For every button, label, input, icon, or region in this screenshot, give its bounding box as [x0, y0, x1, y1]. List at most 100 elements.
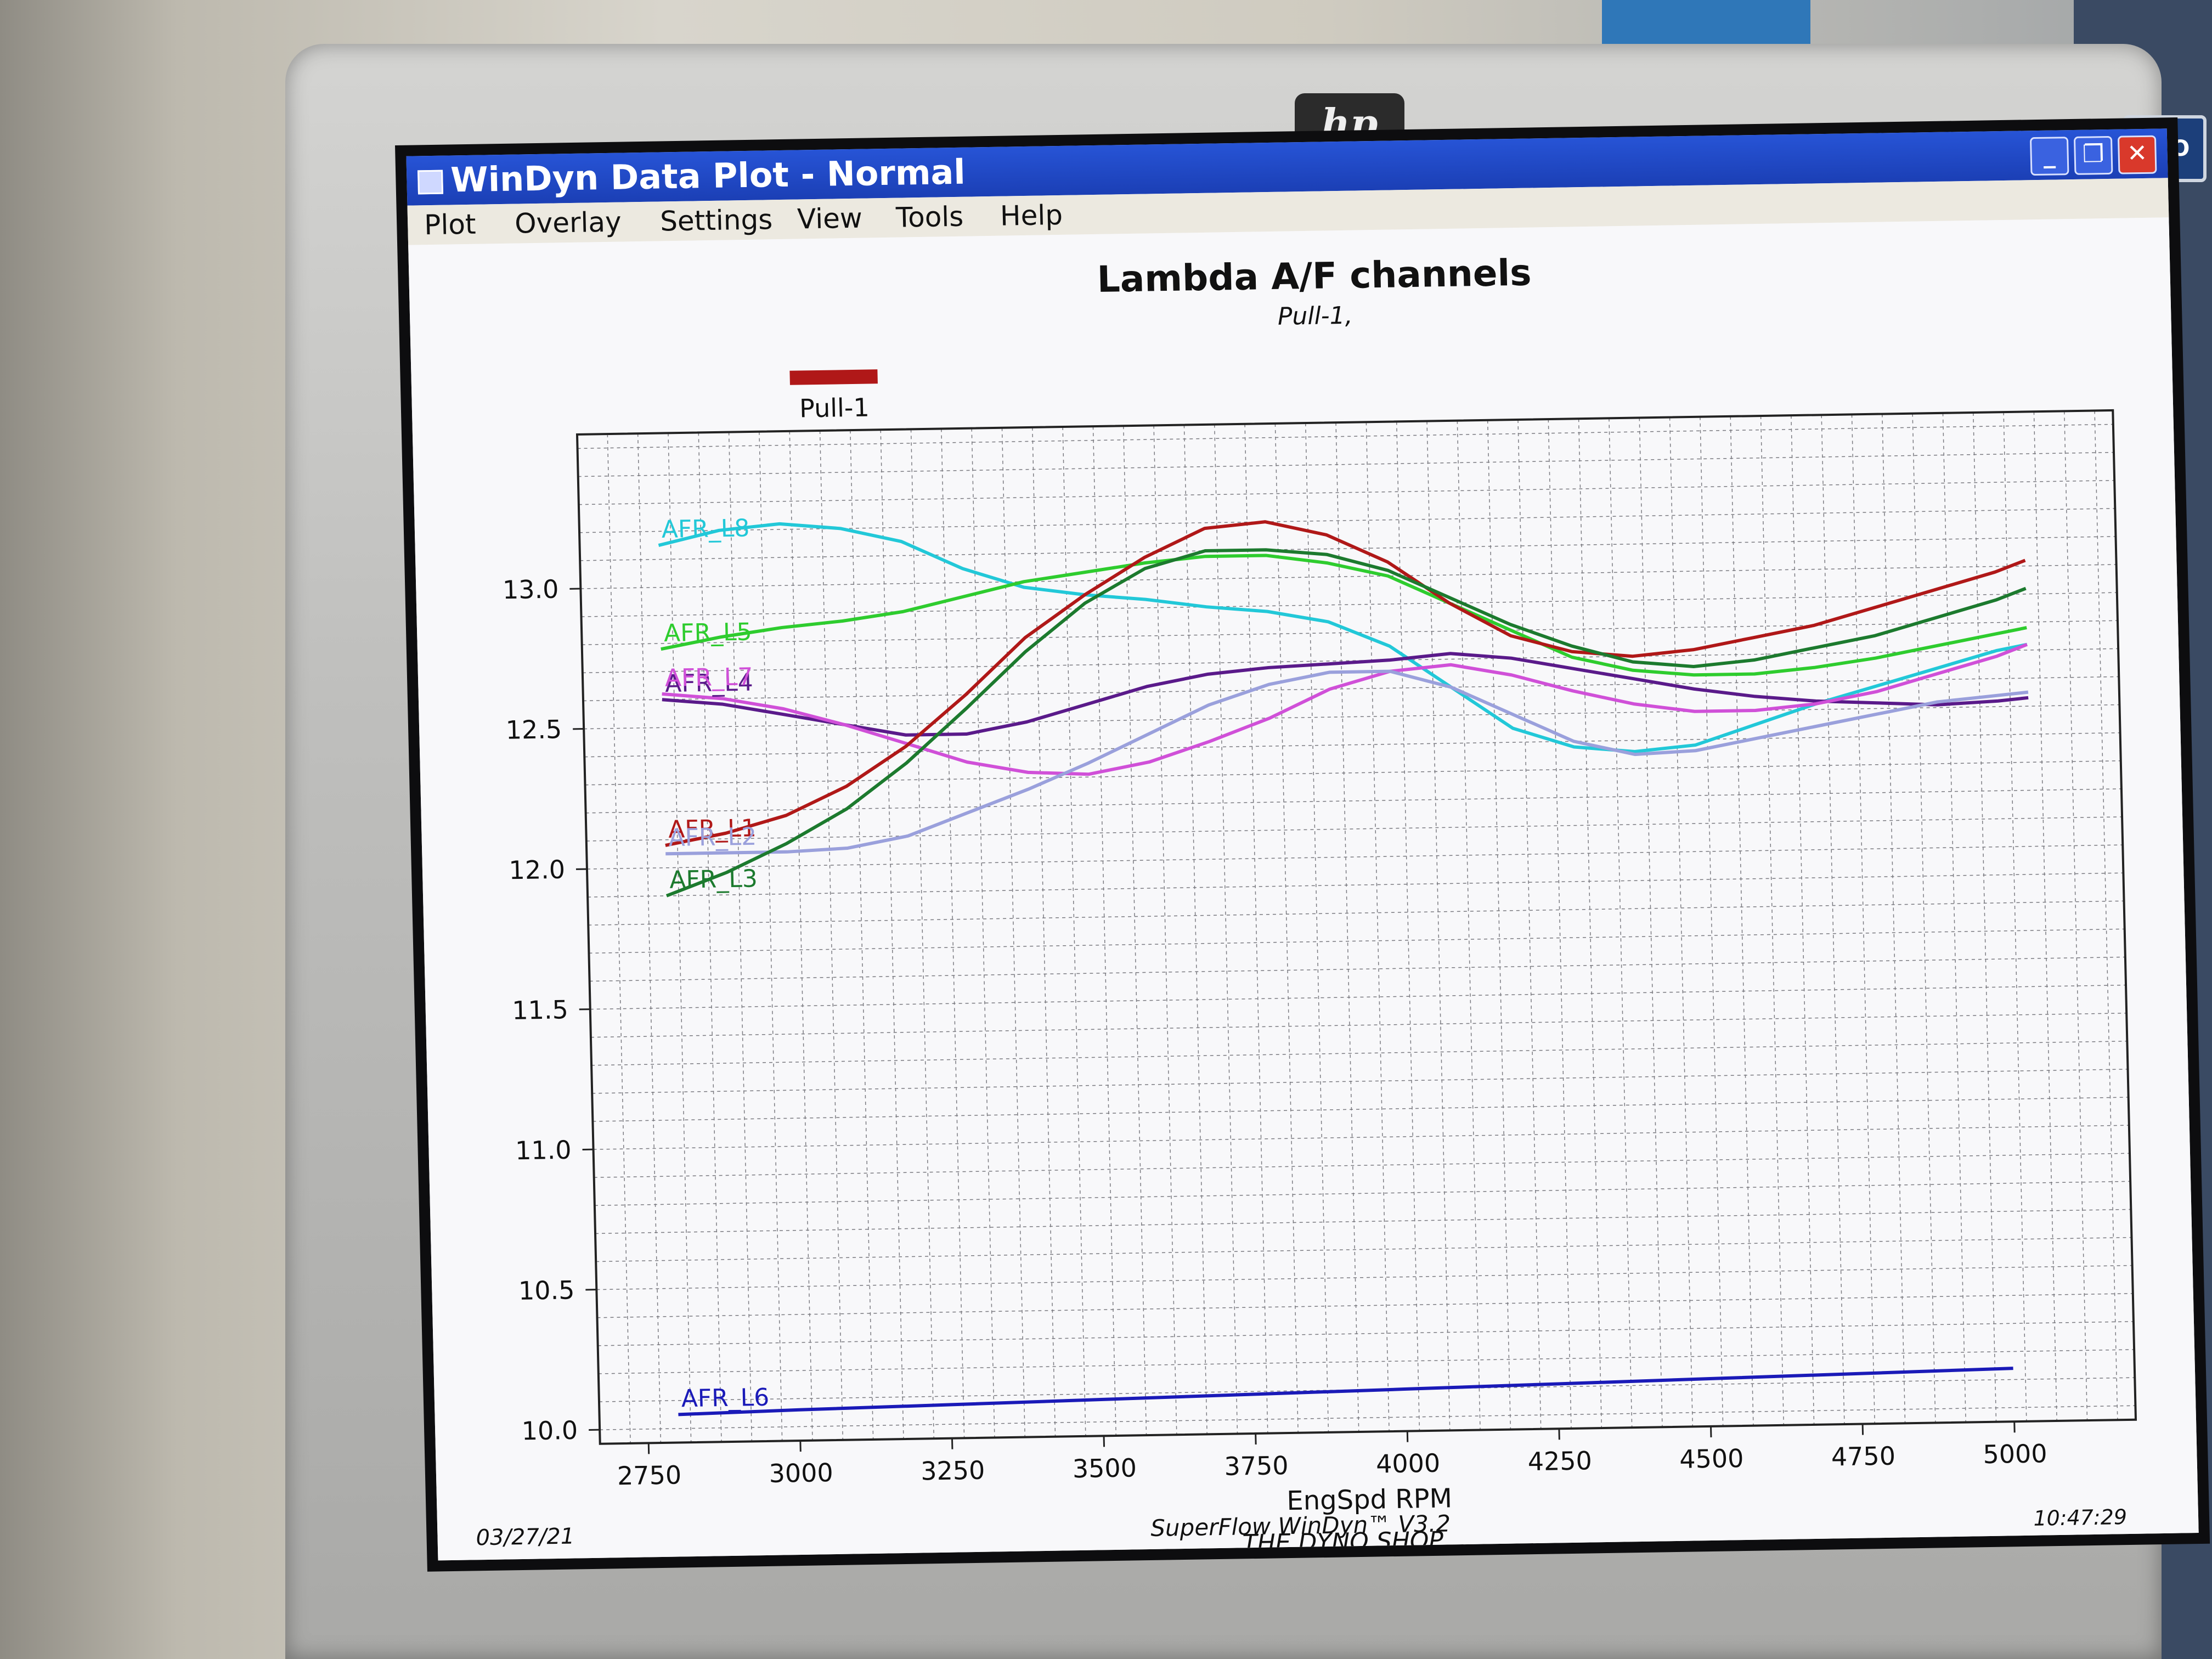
grid-line-vertical	[1335, 422, 1359, 1432]
close-button[interactable]: ✕	[2117, 135, 2157, 174]
grid-line-vertical	[1274, 423, 1299, 1433]
grid-line-vertical	[607, 434, 631, 1443]
grid-line-vertical	[668, 433, 692, 1443]
series-label-afr_l8: AFR_L8	[661, 514, 750, 544]
menu-overlay[interactable]: Overlay	[514, 206, 622, 240]
grid-line-vertical	[1942, 413, 1966, 1423]
grid-line-vertical	[1426, 421, 1451, 1431]
x-tick-label: 4500	[1679, 1443, 1744, 1474]
restore-button[interactable]: ❐	[2073, 136, 2113, 175]
grid-line-horizontal	[588, 872, 2124, 898]
software-version: SuperFlow WinDyn™ V3.2	[1150, 1510, 1451, 1542]
series-label-afr_l1: AFR_L1	[668, 814, 757, 844]
monitor-screen: WinDyn Data Plot - Normal _ ❐ ✕ Plot Ove…	[395, 117, 2210, 1572]
y-axis: 10.0 10.5 11.0 11.5 12.0 12.5 13.0	[502, 574, 600, 1446]
grid-line-horizontal	[596, 1237, 2132, 1262]
grid-line-horizontal	[591, 1041, 2128, 1066]
grid-line-vertical	[1760, 416, 1785, 1425]
grid-line-horizontal	[586, 844, 2123, 870]
menu-help[interactable]: Help	[1000, 199, 1063, 232]
series-label-afr_l2: AFR_L2	[668, 823, 757, 853]
grid-line-vertical	[1609, 418, 1633, 1428]
grid-line-vertical	[789, 431, 813, 1441]
grid-line-horizontal	[595, 1209, 2131, 1234]
series-lines	[658, 520, 2029, 1417]
grid-line-horizontal	[590, 1012, 2127, 1038]
grid-line-vertical	[1669, 417, 1694, 1427]
window-title: WinDyn Data Plot - Normal	[450, 151, 966, 200]
series-line-afr_l5	[661, 554, 2027, 677]
chart-subtitle: Pull-1,	[1277, 302, 1353, 331]
series-line-afr_l3	[665, 548, 2027, 898]
x-tick-label: 4000	[1375, 1448, 1440, 1479]
grid-line-vertical	[941, 428, 965, 1438]
menu-plot[interactable]: Plot	[424, 208, 477, 241]
grid-line-horizontal	[582, 648, 2119, 674]
grid-line-horizontal	[589, 956, 2125, 982]
grid-line-horizontal	[578, 479, 2115, 505]
grid-line-vertical	[1639, 417, 1663, 1427]
y-tick-label: 10.0	[521, 1415, 578, 1446]
grid-line-horizontal	[585, 760, 2121, 786]
grid-line-horizontal	[594, 1181, 2131, 1206]
grid-line-vertical	[759, 431, 783, 1441]
y-tick-label: 11.5	[512, 995, 569, 1025]
grid-line-horizontal	[598, 1349, 2135, 1374]
x-tick-label: 3500	[1072, 1453, 1137, 1483]
plot-date: 03/27/21	[476, 1523, 575, 1551]
x-axis: 2750 3000 3250 3500 3750 4000 4250 4500 4750 5000	[617, 1421, 2047, 1491]
grid-line-vertical	[1882, 414, 1906, 1424]
grid-line-vertical	[1396, 421, 1420, 1431]
x-tick-label: 5000	[1983, 1438, 2047, 1469]
grid-line-horizontal	[582, 620, 2118, 645]
grid-line-horizontal	[579, 508, 2115, 533]
grid-line-horizontal	[577, 424, 2113, 449]
windyn-window: WinDyn Data Plot - Normal _ ❐ ✕ Plot Ove…	[406, 128, 2199, 1561]
x-tick-label: 4750	[1831, 1441, 1895, 1472]
grid-line-vertical	[1973, 412, 1997, 1422]
menu-tools[interactable]: Tools	[895, 200, 964, 234]
afr-chart: Lambda A/F channels Pull-1, Pull-1 10.01…	[502, 252, 2137, 1558]
grid-line-vertical	[1912, 413, 1936, 1423]
plot-frame	[575, 409, 2137, 1445]
grid-line-vertical	[1062, 427, 1086, 1436]
grid-line-horizontal	[589, 928, 2125, 954]
grid-line-vertical	[1487, 420, 1511, 1430]
x-tick-label: 2750	[617, 1460, 681, 1491]
series-line-afr_l6	[678, 1367, 2013, 1417]
grid-line-vertical	[1578, 419, 1602, 1429]
grid-line-vertical	[1700, 416, 1724, 1426]
plot-time: 10:47:29	[2033, 1505, 2128, 1531]
grid-line-horizontal	[600, 1405, 2136, 1430]
grid-line-horizontal	[597, 1321, 2134, 1346]
grid-line-vertical	[1548, 419, 1572, 1429]
x-tick-label: 4250	[1527, 1446, 1592, 1476]
series-line-afr_l2	[665, 669, 2029, 856]
grid-line-vertical	[698, 432, 722, 1442]
app-icon[interactable]	[417, 170, 444, 195]
grid-line-vertical	[2033, 411, 2057, 1421]
grid-line-vertical	[2094, 410, 2118, 1420]
menu-settings[interactable]: Settings	[659, 204, 773, 238]
y-tick-label: 12.5	[505, 714, 562, 745]
grid-line-horizontal	[592, 1069, 2128, 1094]
grid-line-vertical	[1821, 415, 1845, 1425]
y-tick-label: 13.0	[502, 574, 559, 605]
grid-line-vertical	[1214, 424, 1238, 1434]
grid-line-vertical	[1457, 420, 1481, 1430]
grid-line-vertical	[1183, 425, 1207, 1435]
grid-line-horizontal	[584, 704, 2120, 730]
minimize-button[interactable]: _	[2029, 137, 2069, 176]
legend-label-pull-1: Pull-1	[799, 393, 870, 424]
grid-line-vertical	[850, 430, 874, 1440]
series-label-afr_l6: AFR_L6	[681, 1384, 770, 1413]
grid-line-horizontal	[596, 1265, 2132, 1290]
grid-line-vertical	[2064, 411, 2088, 1421]
grid-line-horizontal	[594, 1153, 2130, 1178]
series-line-afr_l7	[662, 642, 2028, 776]
grid-line-horizontal	[578, 452, 2114, 477]
y-tick-label: 11.0	[515, 1135, 572, 1166]
plot-area: Lambda A/F channels Pull-1, Pull-1 10.0 1…	[408, 217, 2199, 1561]
grid-line-horizontal	[585, 788, 2121, 814]
menu-view[interactable]: View	[797, 202, 863, 235]
